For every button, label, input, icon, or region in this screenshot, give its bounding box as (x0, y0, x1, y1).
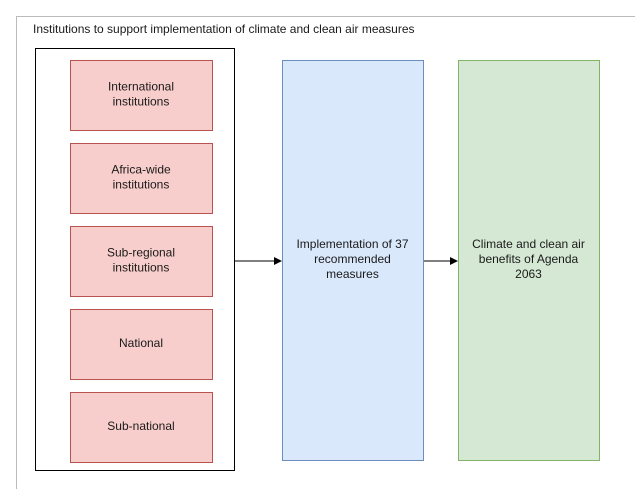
node-label: measures (326, 267, 379, 281)
node-box (70, 226, 213, 297)
node-box (70, 309, 213, 380)
node-box (458, 60, 600, 461)
node-label: benefits of Agenda (479, 252, 579, 266)
node-label: National (119, 336, 163, 350)
node-label: recommended (314, 252, 391, 266)
node-label: institutions (113, 95, 170, 109)
node-box (70, 60, 213, 131)
node-label: Sub-national (107, 419, 174, 433)
node-label: International (108, 80, 174, 94)
node-label: institutions (113, 261, 170, 275)
node-label: 2063 (515, 267, 542, 281)
frame (16, 16, 635, 489)
node-label: Africa-wide (111, 163, 171, 177)
node-label: Sub-regional (107, 246, 175, 260)
title: Institutions to support implementation o… (33, 22, 415, 36)
node-box (282, 60, 424, 461)
node-label: Climate and clean air (472, 237, 585, 251)
node-label: Implementation of 37 (296, 237, 408, 251)
node-box (70, 143, 213, 214)
node-box (70, 392, 213, 463)
node-label: institutions (113, 178, 170, 192)
